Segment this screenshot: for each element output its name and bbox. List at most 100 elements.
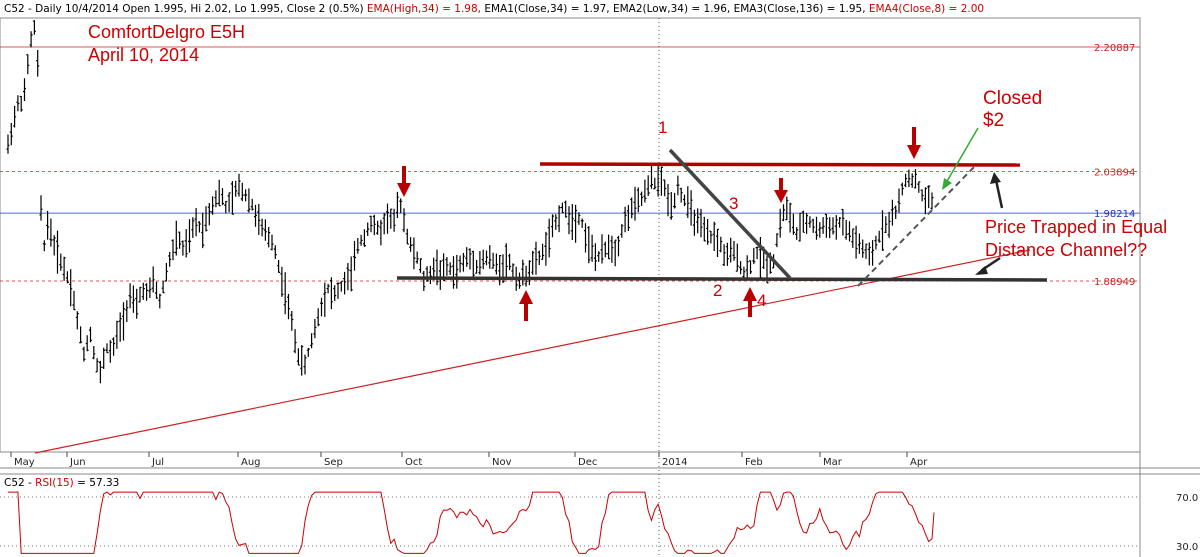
ohlc-bar [907,169,911,188]
ohlc-bar [240,182,244,202]
ohlc-bar [818,222,822,238]
ohlc-bar [554,214,558,230]
ohlc-bar [405,228,409,245]
ohlc-bar [633,186,637,221]
ohlc-bar [534,241,538,275]
ohlc-bar [131,285,135,313]
ohlc-bar [485,250,488,266]
ohlc-bar [452,256,455,289]
ohlc-bar [636,187,640,213]
ohlc-bar [419,258,422,273]
down-arrows [397,127,921,203]
x-tick-label: Oct [405,457,422,468]
header-ema-high: EMA(High,34) = 1.98, [367,3,481,15]
ohlc-bar [313,319,317,339]
ohlc-bar [9,122,13,146]
downtrend-line [668,148,792,280]
ohlc-bar [831,217,835,235]
ohlc-bar [194,208,198,237]
ohlc-bar [161,280,165,294]
ohlc-bar [498,255,502,286]
ohlc-bar [577,212,581,225]
ohlc-bar [323,282,327,317]
ohlc-bar [712,221,716,251]
ohlc-bar [686,186,690,218]
ohlc-bar [392,208,396,232]
ohlc-bar [848,221,851,242]
ohlc-bar [798,212,802,242]
ohlc-bar [303,354,307,375]
ohlc-bar [927,185,931,209]
ohlc-bar [676,175,680,196]
ohlc-bar [300,345,304,376]
ohlc-bar [890,199,894,226]
ohlc-bar [296,348,300,366]
trap-label-line1: Price Trapped in Equal [985,217,1167,237]
ohlc-bar [828,217,832,239]
ohlc-bar [316,308,320,327]
chart-header: C52 - Daily 10/4/2014 Open 1.995, Hi 2.0… [4,3,984,15]
ohlc-bar [234,180,238,197]
ohlc-bar [92,346,96,360]
ohlc-bar [108,340,112,363]
ohlc-bar [795,227,799,240]
ohlc-bar [141,282,145,300]
x-tick-label: Mar [823,457,843,468]
ohlc-bar [646,175,650,196]
ohlc-bar [85,335,89,352]
ohlc-bar [547,218,551,258]
ohlc-bar [115,320,119,349]
ohlc-bar [692,209,696,236]
rsi-30-label: 30.0 [1176,542,1198,553]
dark-arrow-icon [975,256,1001,275]
chart-title: ComfortDelgro E5H [88,22,245,42]
ohlc-bar [735,243,739,272]
rsi-70-label: 70.0 [1176,493,1198,504]
ohlc-bar [69,269,73,307]
ohlc-bar [72,290,76,311]
ohlc-bar [669,192,673,220]
x-tick-label: Apr [910,457,928,468]
ohlc-bar [861,239,865,258]
ohlc-bar [197,221,201,233]
ohlc-bar [306,347,310,357]
ohlc-bar [217,179,221,207]
ohlc-bar [673,192,677,209]
ohlc-bar [16,95,20,112]
ohlc-bar [339,280,343,292]
ohlc-bar [188,219,191,253]
ohlc-bar [722,244,726,266]
header-ema4: EMA4(Close,8) = 2.00 [869,3,984,15]
ohlc-bar [122,302,125,341]
ohlc-bar [138,286,142,303]
ohlc-bar [696,208,700,234]
ohlc-bar [527,260,531,286]
ohlc-bar [184,229,188,258]
ohlc-bar [270,234,274,251]
ohlc-bar [263,219,267,241]
ohlc-bar [805,213,809,234]
ohlc-bar [26,54,30,75]
ohlc-bar [221,188,224,206]
ohlc-bar [508,253,512,271]
ohlc-bar [280,266,284,297]
ohlc-bar [214,190,218,208]
ohlc-bar [788,202,792,233]
ohlc-bar [168,251,172,267]
header-ohlc: C52 - Daily 10/4/2014 Open 1.995, Hi 2.0… [4,3,364,15]
price-level-label: 1.88949 [1094,277,1135,288]
up-arrow-icon [519,290,533,321]
ohlc-bar [191,217,195,238]
ohlc-bar [617,235,620,257]
ohlc-bar [79,326,83,344]
ohlc-bar [593,243,597,271]
ohlc-bar [171,239,175,261]
ohlc-bar [897,188,901,213]
ohlc-bar [260,218,264,237]
ohlc-bar [32,20,36,35]
ohlc-bar [128,283,132,309]
ohlc-bar [481,249,485,270]
ohlc-bar [785,196,789,221]
ohlc-bar [755,246,759,260]
rsi-header: C52 - RSI(15) = 57.33 [4,477,119,489]
